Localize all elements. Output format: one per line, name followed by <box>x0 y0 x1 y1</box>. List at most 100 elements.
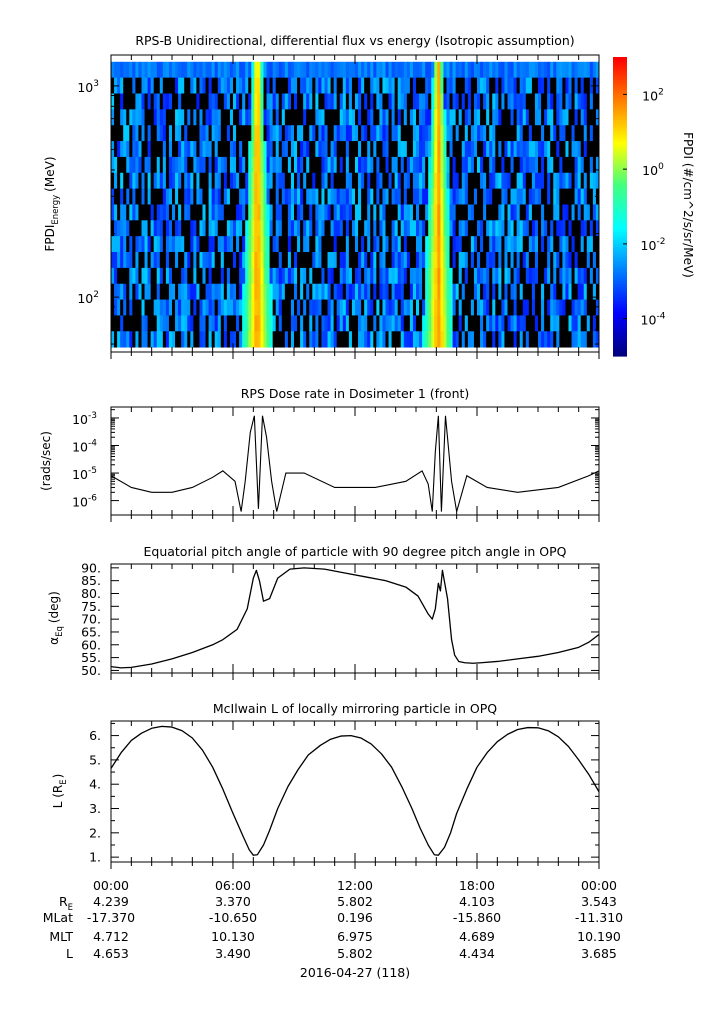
spectrogram-cell <box>458 172 463 190</box>
spectrogram-cell <box>205 283 209 300</box>
spectrogram-cell <box>181 125 185 142</box>
spectrogram-cell <box>528 267 533 285</box>
pitch-ytick-label-7: 85. <box>81 573 101 588</box>
spectrogram-cell <box>175 252 179 269</box>
spectrogram-cell <box>226 141 231 158</box>
spectrogram-cell <box>400 315 405 332</box>
spectrogram-cell <box>248 236 252 253</box>
spectrogram-cell <box>486 283 490 300</box>
spectrogram-cell <box>330 109 335 126</box>
spectrogram-cell <box>153 220 158 237</box>
spectrogram-cell <box>260 204 264 221</box>
spectrogram-cell <box>531 93 536 110</box>
spectrogram-cell <box>248 172 252 190</box>
spectrogram-cell <box>135 299 139 316</box>
spectrogram-cell <box>263 236 267 253</box>
spectrogram-cell <box>187 156 191 174</box>
spectrogram-cell <box>571 141 575 158</box>
spectrogram-cell <box>162 172 167 190</box>
colorbar-segment <box>613 171 627 175</box>
spectrogram-cell <box>492 172 496 190</box>
spectrogram-cell <box>214 252 219 269</box>
spectrogram-cell <box>425 236 429 253</box>
spectrogram-cell <box>135 141 139 158</box>
spectrogram-cell <box>586 236 591 253</box>
spectrogram-cell <box>309 331 313 348</box>
spectrogram-cell <box>254 315 258 332</box>
spectrogram-cell <box>534 204 539 221</box>
spectrogram-cell <box>278 93 283 110</box>
spectrogram-cell <box>135 125 139 142</box>
ephem-l-0: 4.653 <box>93 946 129 961</box>
spectrogram-cell <box>419 188 423 205</box>
spectrogram-cell <box>226 77 231 94</box>
spectrogram-cell <box>294 109 298 126</box>
spectrogram-cell <box>544 283 548 300</box>
pitch-ytick-label-3: 65. <box>81 624 101 639</box>
spectrogram-cell <box>422 204 426 221</box>
spectrogram-cell <box>556 172 560 190</box>
spectrogram-cell <box>553 236 557 253</box>
spectrogram-cell <box>553 61 557 79</box>
ephem-label-mlat: MLat <box>43 910 73 925</box>
spectrogram-cell <box>211 236 216 253</box>
spectrogram-cell <box>556 315 560 332</box>
spectrogram-cell <box>239 188 243 205</box>
spectrogram-cell <box>422 267 426 285</box>
spectrogram-cell <box>284 315 289 332</box>
spectrogram-cell <box>214 77 219 94</box>
spectrogram-cell <box>303 252 307 269</box>
spectrogram-cell <box>297 252 301 269</box>
spectrogram-cell <box>126 252 130 269</box>
spectrogram-cell <box>202 109 206 126</box>
spectrogram-cell <box>595 93 600 110</box>
ephem-label-mlt: MLT <box>49 929 73 944</box>
spectrogram-cell <box>190 331 194 348</box>
spectrogram-cell <box>306 141 310 158</box>
spectrogram-cell <box>284 252 289 269</box>
spectrogram-cell <box>193 172 197 190</box>
spectrogram-cell <box>516 267 521 285</box>
spectrogram-cell <box>251 125 255 142</box>
spectrogram-cell <box>577 109 582 126</box>
spectrogram-cell <box>217 204 222 221</box>
spectrogram-cell <box>162 61 167 79</box>
spectrogram-cell <box>358 156 362 174</box>
spectrogram-cell <box>111 125 115 142</box>
spectrogram-cell <box>528 236 533 253</box>
spectrogram-cell <box>388 109 392 126</box>
colorbar-segment <box>613 59 627 63</box>
spectrogram-cell <box>229 299 234 316</box>
spectrogram-cell <box>199 252 203 269</box>
spectrogram-cell <box>534 93 539 110</box>
spectrogram-cell <box>257 236 261 253</box>
spectrogram-cell <box>303 93 307 110</box>
spectrogram-cell <box>290 331 295 348</box>
colorbar-segment <box>613 268 627 272</box>
spectrogram-cell <box>281 299 286 316</box>
spectrogram-cell <box>559 61 563 79</box>
spectrogram-cell <box>358 220 362 237</box>
spectrogram-cell <box>522 141 527 158</box>
spectrogram-cell <box>162 283 167 300</box>
spectrogram-cell <box>245 156 249 174</box>
spectrogram-cell <box>351 236 356 253</box>
spectrogram-cell <box>181 299 185 316</box>
spectrogram-cell <box>345 93 350 110</box>
spectrogram-cell <box>248 61 252 79</box>
spectrogram-cell <box>382 267 386 285</box>
spectrogram-cell <box>550 331 554 348</box>
spectrogram-cell <box>394 61 399 79</box>
spectrogram-cell <box>233 236 237 253</box>
spectrogram-cell <box>348 93 353 110</box>
spectrogram-cell <box>400 156 405 174</box>
spectrogram-cell <box>583 109 588 126</box>
spectrogram-cell <box>324 109 328 126</box>
spectrogram-cell <box>162 299 167 316</box>
spectrogram-cell <box>333 299 338 316</box>
spectrogram-cell <box>297 93 301 110</box>
spectrogram-cell <box>367 93 371 110</box>
spectrogram-cell <box>559 220 563 237</box>
spectrogram-cell <box>129 125 133 142</box>
spectrogram-cell <box>147 283 152 300</box>
